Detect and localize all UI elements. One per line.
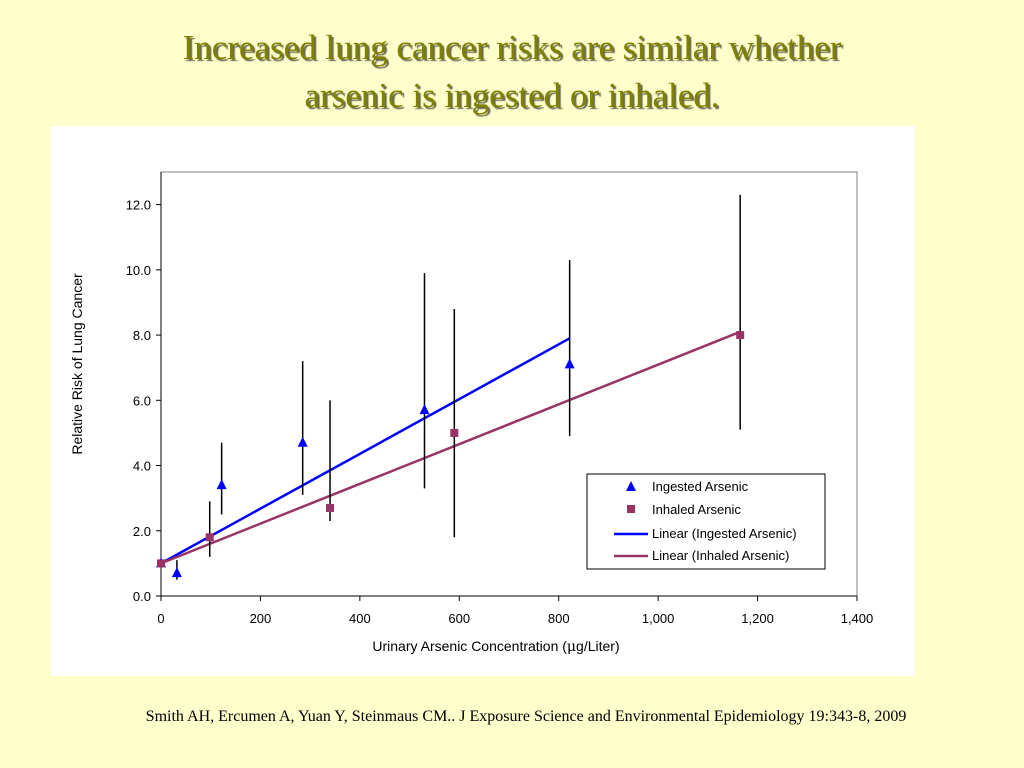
x-axis-title-mu: μ bbox=[567, 639, 576, 655]
data-point-ingested bbox=[171, 567, 182, 578]
x-tick-label: 1,400 bbox=[841, 611, 874, 626]
trendline-ingested bbox=[160, 337, 571, 565]
data-point-inhaled bbox=[736, 331, 745, 340]
data-point-inhaled bbox=[157, 559, 165, 568]
data-point-ingested bbox=[419, 404, 430, 415]
x-tick-label: 200 bbox=[250, 611, 272, 626]
x-axis-ticks: 0 200 400 600 800 1,000 1,200 1,400 bbox=[157, 596, 873, 626]
error-bars bbox=[176, 194, 741, 580]
data-point-inhaled bbox=[326, 503, 335, 512]
y-tick-label: 8.0 bbox=[133, 328, 151, 343]
data-point-ingested bbox=[297, 436, 308, 447]
legend-inhaled-square-marker bbox=[627, 505, 635, 513]
data-point-inhaled bbox=[450, 428, 459, 437]
legend-inhaled-label: Inhaled Arsenic bbox=[652, 502, 741, 517]
slide-title-line-1: Increased lung cancer risks are similar … bbox=[182, 28, 842, 67]
legend-inhaled-trend-label: Linear (Inhaled Arsenic) bbox=[652, 548, 789, 563]
citation: Smith AH, Ercumen A, Yuan Y, Steinmaus C… bbox=[145, 708, 907, 725]
x-tick-label: 800 bbox=[548, 611, 570, 626]
chart-legend: Ingested Arsenic Inhaled Arsenic Linear … bbox=[586, 473, 826, 570]
y-tick-label: 12.0 bbox=[126, 198, 151, 213]
x-tick-label: 400 bbox=[349, 611, 371, 626]
x-tick-label: 1,200 bbox=[741, 611, 774, 626]
slide-title: Increased lung cancer risks are similar … bbox=[62, 24, 962, 120]
y-tick-label: 10.0 bbox=[126, 263, 151, 278]
data-point-ingested bbox=[216, 479, 227, 490]
trendline-inhaled bbox=[160, 330, 741, 565]
x-tick-label: 1,000 bbox=[642, 611, 675, 626]
y-tick-label: 4.0 bbox=[133, 459, 151, 474]
x-tick-label: 0 bbox=[157, 611, 164, 626]
data-point-ingested bbox=[564, 358, 575, 369]
trendlines bbox=[160, 330, 741, 565]
x-axis-title-suffix: g/Liter) bbox=[576, 638, 620, 654]
legend-ingested-trend-label: Linear (Ingested Arsenic) bbox=[652, 526, 797, 541]
y-axis-title: Relative Risk of Lung Cancer bbox=[69, 273, 85, 455]
x-axis-title: Urinary Arsenic Concentration (μg/Liter) bbox=[372, 638, 619, 655]
lung-cancer-risk-chart: 0.0 2.0 4.0 6.0 8.0 10.0 12.0 0 200 400 600 800 1,0… bbox=[69, 171, 873, 655]
data-point-inhaled bbox=[205, 533, 214, 542]
x-axis-title-prefix: Urinary Arsenic Concentration ( bbox=[372, 638, 567, 654]
x-tick-label: 600 bbox=[448, 611, 470, 626]
y-tick-label: 6.0 bbox=[133, 393, 151, 408]
slide-title-line-2: arsenic is ingested or inhaled. bbox=[304, 76, 720, 115]
y-tick-label: 2.0 bbox=[133, 524, 151, 539]
legend-ingested-triangle-marker bbox=[626, 481, 636, 491]
chart-panel: 0.0 2.0 4.0 6.0 8.0 10.0 12.0 0 200 400 600 800 1,0… bbox=[51, 126, 915, 676]
y-axis-ticks: 0.0 2.0 4.0 6.0 8.0 10.0 12.0 bbox=[126, 198, 161, 604]
legend-ingested-label: Ingested Arsenic bbox=[652, 479, 749, 494]
data-markers bbox=[156, 331, 745, 578]
y-tick-label: 0.0 bbox=[133, 589, 151, 604]
